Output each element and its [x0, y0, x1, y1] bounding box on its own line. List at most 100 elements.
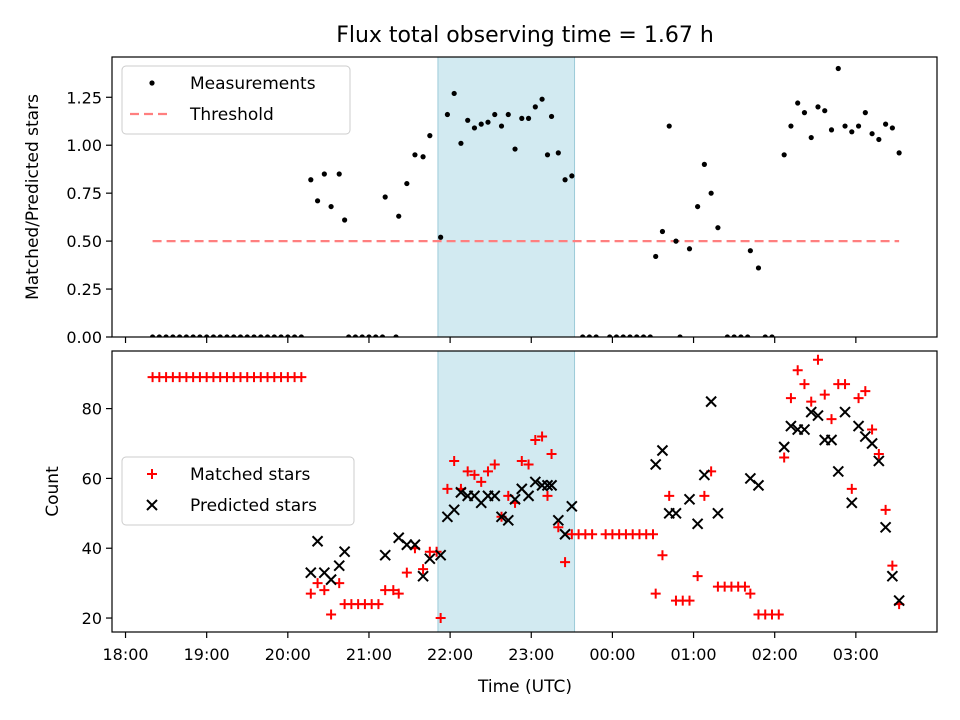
y-tick-label: 60	[82, 469, 102, 488]
x-tick-label: 00:00	[589, 645, 635, 664]
predicted-star-point	[879, 521, 892, 533]
measurement-point	[640, 334, 647, 337]
x-tick-label: 02:00	[752, 645, 798, 664]
measurement-point	[822, 108, 828, 114]
predicted-star-point	[832, 465, 844, 478]
y-tick-label: 0.00	[66, 328, 102, 347]
predicted-star-point	[338, 546, 351, 558]
plot-area	[149, 65, 902, 337]
matched-star-point	[469, 469, 480, 480]
matched-star-point	[785, 393, 796, 404]
matched-star-point	[489, 459, 500, 470]
measurement-point	[695, 203, 701, 210]
matched-star-point	[664, 490, 675, 501]
measurement-point	[627, 334, 633, 337]
predicted-star-point	[873, 455, 885, 467]
predicted-star-point	[424, 552, 436, 565]
matched-star-point	[319, 585, 330, 596]
y-tick-label: 20	[82, 609, 102, 628]
matched-star-point	[449, 455, 460, 466]
measurement-point	[701, 161, 707, 167]
measurement-point	[359, 334, 365, 337]
predicted-star-point	[778, 441, 790, 453]
predicted-star-point	[552, 514, 565, 527]
measurement-point	[149, 334, 156, 337]
measurement-point	[244, 334, 250, 337]
y-tick-label: 80	[82, 400, 102, 419]
predicted-star-point	[785, 420, 797, 432]
measurement-point	[278, 334, 284, 337]
predicted-star-point	[852, 420, 865, 432]
chart-title: Flux total observing time = 1.67 h	[336, 23, 714, 48]
matched-star-point	[692, 571, 703, 582]
legend-label: Threshold	[189, 105, 274, 125]
predicted-star-point	[448, 504, 460, 516]
predicted-star-point	[893, 594, 905, 607]
measurement-point	[412, 152, 418, 158]
predicted-star-point	[455, 486, 467, 499]
measurement-point	[586, 334, 593, 337]
matched-star-point	[773, 609, 784, 620]
legend: Matched stars Predicted stars	[121, 456, 355, 526]
measurement-point	[224, 334, 230, 337]
measurement-point	[373, 334, 379, 337]
measurement-point	[438, 234, 444, 240]
x-tick-label: 01:00	[671, 645, 717, 664]
measurement-point	[862, 110, 868, 116]
predicted-star-point	[541, 479, 554, 492]
measurement-point	[738, 334, 744, 337]
matched-star-point	[326, 609, 337, 620]
measurement-point	[544, 152, 551, 158]
legend: Measurements Threshold	[121, 65, 351, 135]
matched-star-point	[373, 599, 384, 610]
predicted-star-point	[545, 479, 558, 492]
measurement-point	[755, 265, 762, 271]
measurement-point	[291, 334, 298, 337]
predicted-star-point	[489, 490, 501, 502]
matched-star-point	[873, 448, 884, 459]
measurement-point	[715, 225, 721, 231]
predicted-star-point	[839, 406, 851, 418]
measurement-point	[478, 121, 484, 127]
matched-star-point	[388, 585, 399, 596]
measurement-point	[352, 334, 359, 337]
measurement-point	[519, 115, 525, 121]
measurement-point	[204, 334, 210, 337]
matched-star-point	[799, 379, 810, 390]
measurement-point	[346, 334, 352, 337]
predicted-star-point	[866, 437, 878, 450]
matched-star-point	[699, 490, 710, 501]
count-panel: 20 40 60 80 Count 18:00 19:00 20:00 21:00 22:00 23…	[43, 350, 938, 664]
measurement-point	[724, 334, 730, 337]
matched-star-point	[840, 379, 851, 390]
predicted-star-point	[805, 406, 817, 418]
measurement-point	[505, 111, 511, 118]
measurement-point	[647, 334, 653, 337]
highlight-span	[437, 56, 576, 338]
predicted-star-point	[798, 423, 811, 436]
measurement-point	[379, 334, 386, 337]
measurement-point	[498, 123, 505, 129]
predicted-star-point	[379, 549, 391, 561]
y-tick-label: 0.75	[66, 184, 102, 203]
predicted-star-point	[670, 507, 682, 520]
measurement-point	[593, 334, 599, 337]
measurement-point	[731, 334, 737, 337]
measurement-point	[485, 119, 491, 125]
measurement-point	[314, 198, 321, 204]
matched-star-point	[684, 595, 695, 606]
measurement-point	[849, 129, 855, 135]
measurement-point	[869, 131, 875, 137]
matched-star-point	[560, 557, 571, 568]
matched-star-point	[296, 372, 307, 383]
matched-star-point	[418, 564, 429, 575]
legend-box	[121, 65, 351, 135]
measurement-point	[801, 110, 808, 116]
measurement-point	[156, 334, 162, 337]
matched-star-point	[887, 560, 898, 571]
axes-frame	[111, 350, 938, 633]
measurement-point	[342, 217, 348, 223]
measurement-point	[889, 125, 895, 131]
predicted-star-point	[566, 500, 578, 513]
measurement-point	[465, 117, 471, 123]
